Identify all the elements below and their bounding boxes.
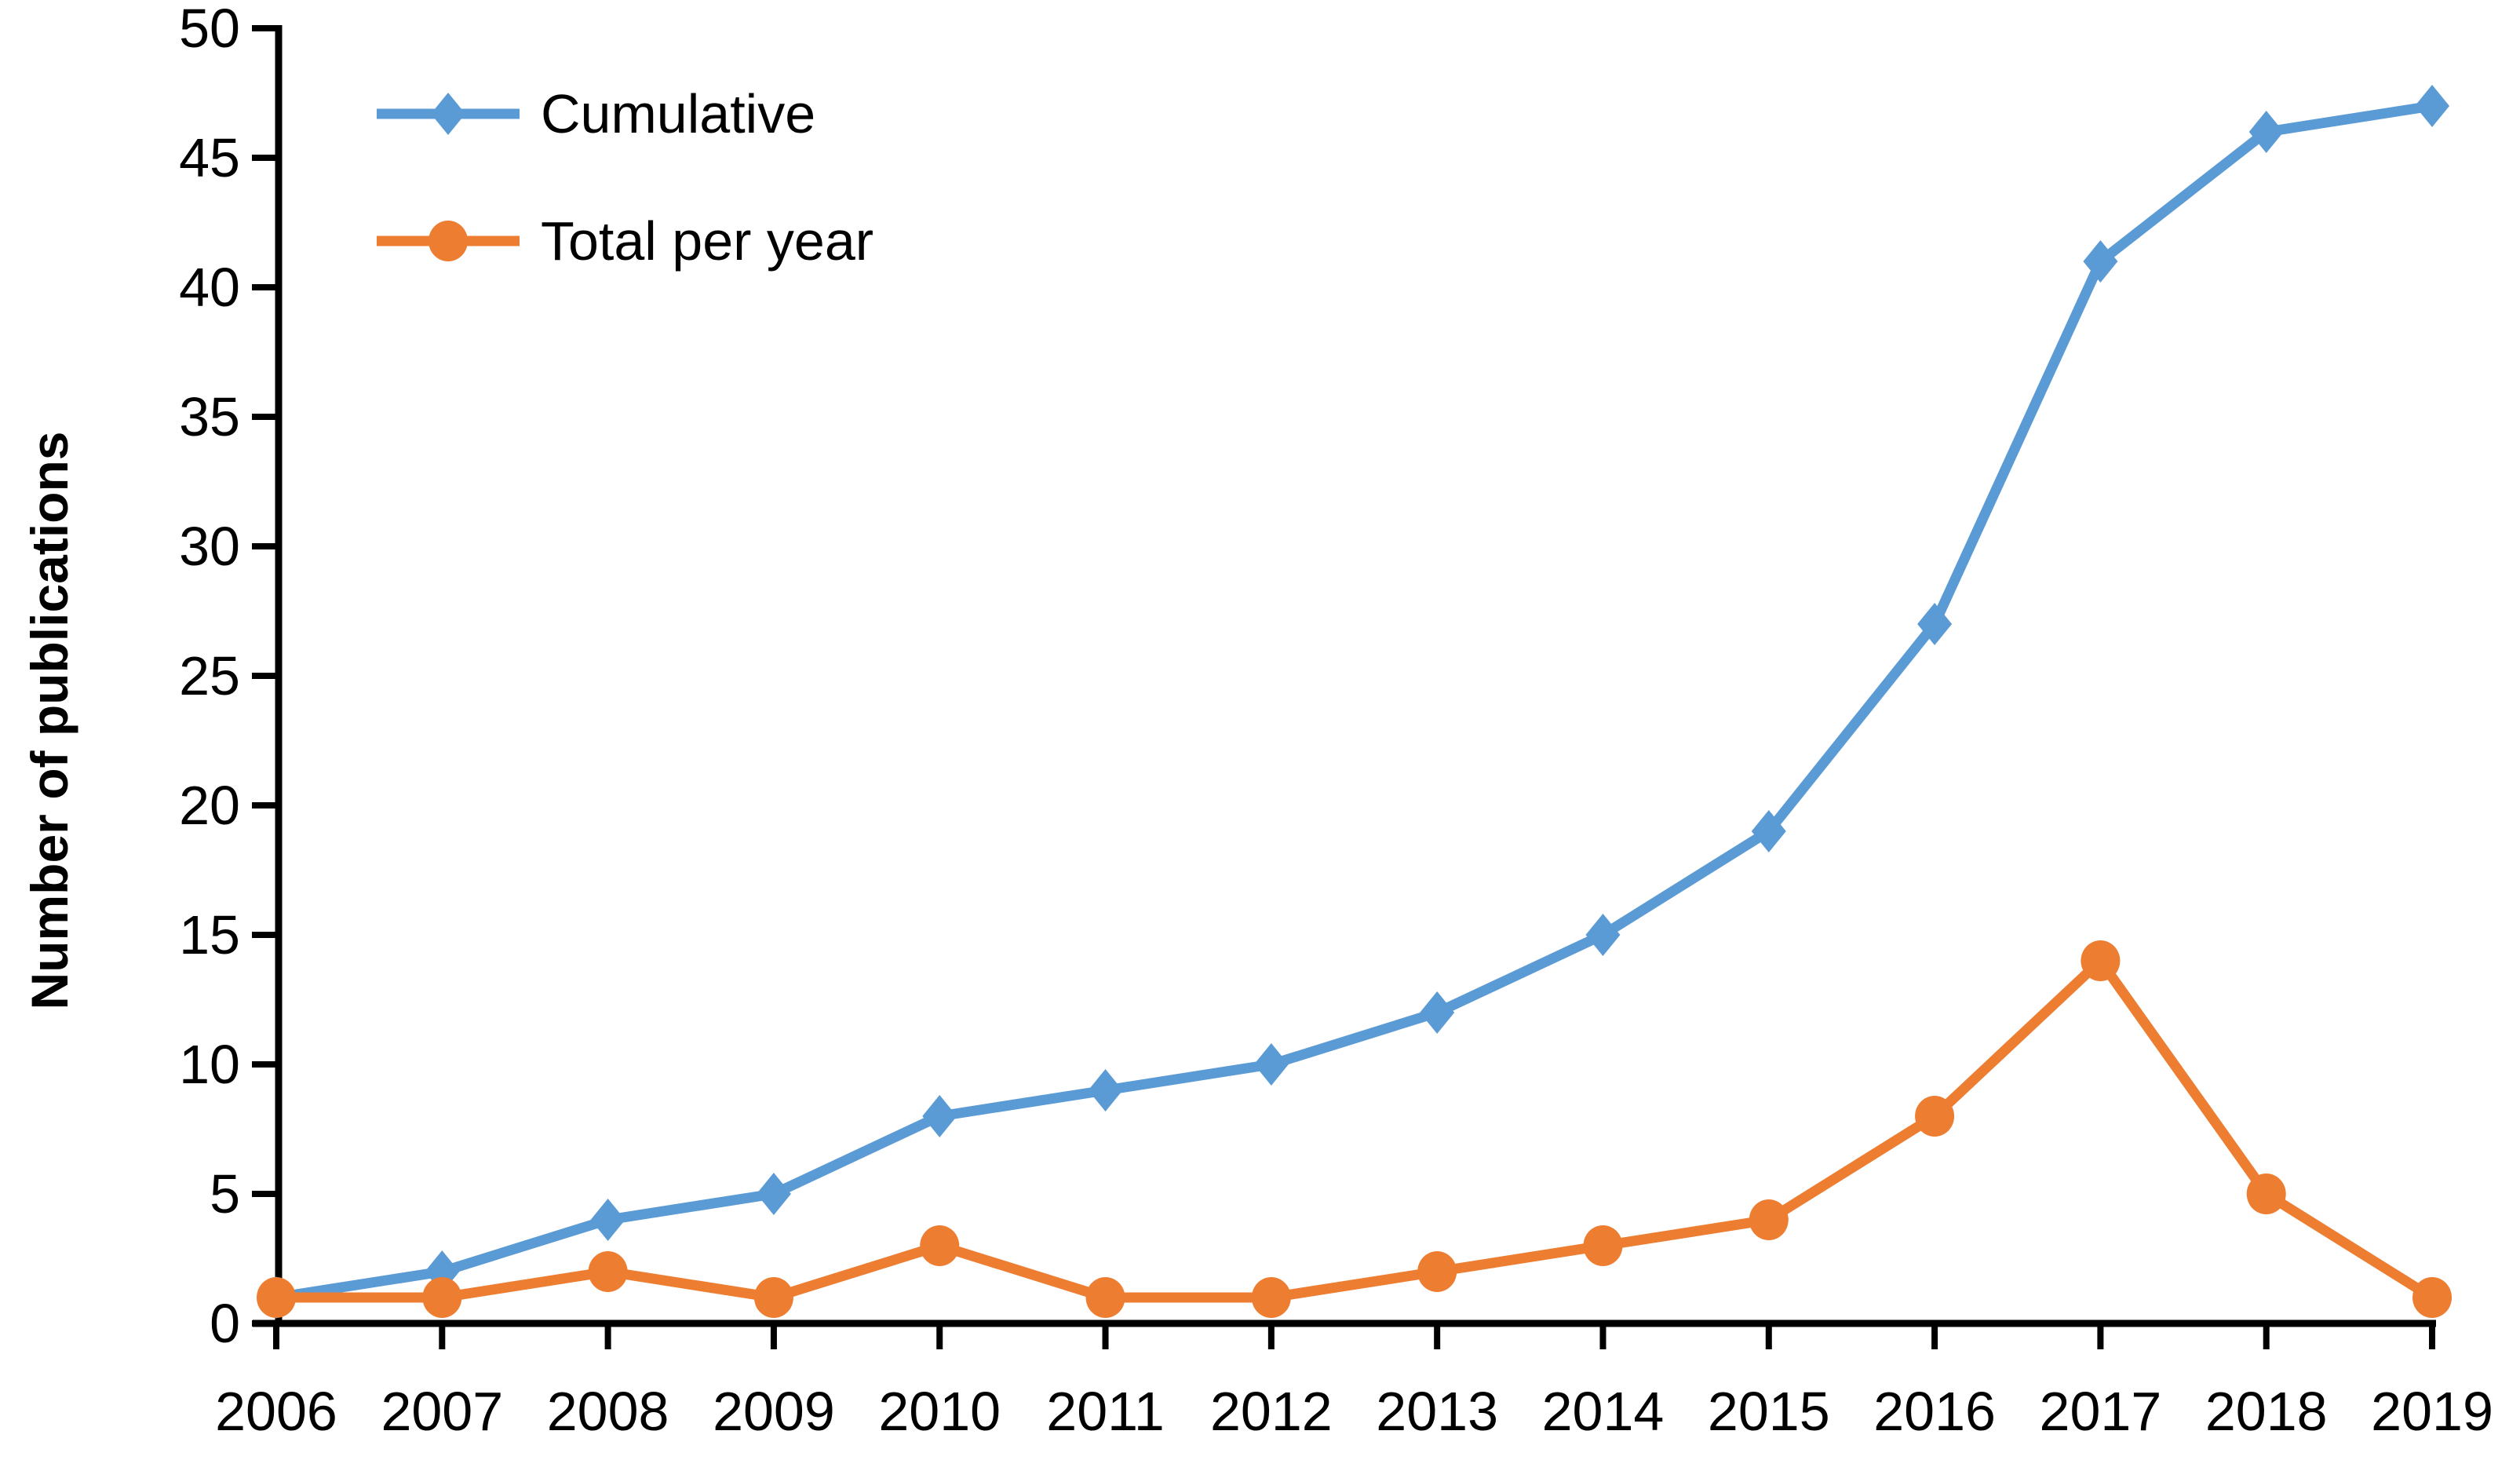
y-axis-title: Number of publications bbox=[20, 431, 78, 1010]
data-point-cumulative-2019 bbox=[2415, 85, 2450, 127]
data-point-total-per-year-2007 bbox=[422, 1277, 462, 1318]
cumulative-series-icon bbox=[377, 93, 520, 135]
x-tick-label: 2010 bbox=[878, 1381, 1001, 1442]
y-tick-label: 10 bbox=[179, 1034, 240, 1095]
data-point-total-per-year-2008 bbox=[588, 1251, 628, 1292]
x-tick-label: 2013 bbox=[1376, 1381, 1498, 1442]
legend-sample-marker bbox=[429, 221, 468, 261]
data-point-total-per-year-2011 bbox=[1085, 1277, 1125, 1318]
data-point-cumulative-2018 bbox=[2248, 111, 2284, 153]
data-point-total-per-year-2015 bbox=[1749, 1199, 1789, 1240]
y-tick-label: 0 bbox=[210, 1293, 240, 1354]
data-point-total-per-year-2014 bbox=[1583, 1225, 1623, 1266]
data-point-total-per-year-2019 bbox=[2412, 1277, 2453, 1318]
data-point-cumulative-2010 bbox=[922, 1095, 957, 1137]
y-tick-label: 50 bbox=[179, 0, 240, 59]
y-tick-label: 30 bbox=[179, 516, 240, 577]
data-point-cumulative-2008 bbox=[590, 1199, 625, 1241]
x-tick-label: 2009 bbox=[713, 1381, 835, 1442]
series-line-1 bbox=[271, 955, 2438, 1303]
data-point-total-per-year-2018 bbox=[2246, 1173, 2286, 1214]
legend-sample-marker bbox=[431, 93, 465, 135]
x-tick-label: 2014 bbox=[1542, 1381, 1665, 1442]
data-point-total-per-year-2013 bbox=[1417, 1251, 1457, 1292]
data-point-total-per-year-2017 bbox=[2081, 940, 2121, 981]
x-tick-label: 2011 bbox=[1046, 1381, 1165, 1442]
legend: Cumulative Total per year bbox=[377, 82, 873, 272]
data-point-cumulative-2012 bbox=[1253, 1043, 1289, 1086]
total-per-year-series-icon bbox=[377, 221, 520, 261]
data-point-total-per-year-2016 bbox=[1915, 1096, 1955, 1137]
data-point-cumulative-2016 bbox=[1917, 603, 1953, 645]
y-tick-label: 25 bbox=[179, 645, 240, 706]
y-tick-label: 35 bbox=[179, 386, 240, 447]
data-point-cumulative-2009 bbox=[756, 1173, 791, 1215]
series-line-0 bbox=[271, 100, 2438, 1303]
data-point-total-per-year-2012 bbox=[1251, 1277, 1291, 1318]
data-point-cumulative-2014 bbox=[1585, 914, 1621, 956]
data-point-total-per-year-2010 bbox=[920, 1225, 960, 1266]
x-tick-label: 2018 bbox=[2205, 1381, 2328, 1442]
y-tick-label: 45 bbox=[179, 127, 240, 188]
data-point-cumulative-2015 bbox=[1751, 810, 1786, 852]
legend-label-total-per-year: Total per year bbox=[541, 210, 874, 272]
data-point-cumulative-2017 bbox=[2083, 240, 2118, 283]
x-tick-label: 2016 bbox=[1873, 1381, 1996, 1442]
x-tick-label: 2019 bbox=[2371, 1381, 2493, 1442]
y-tick-label: 40 bbox=[179, 257, 240, 318]
x-tick-label: 2015 bbox=[1708, 1381, 1830, 1442]
y-tick-label: 20 bbox=[179, 775, 240, 836]
y-tick-label: 15 bbox=[179, 904, 240, 965]
x-tick-label: 2017 bbox=[2040, 1381, 2162, 1442]
y-tick-label: 5 bbox=[210, 1163, 240, 1225]
data-point-total-per-year-2006 bbox=[257, 1277, 296, 1318]
data-point-cumulative-2013 bbox=[1420, 991, 1455, 1034]
legend-item-cumulative: Cumulative bbox=[377, 82, 873, 145]
x-tick-label: 2006 bbox=[215, 1381, 337, 1442]
data-point-cumulative-2011 bbox=[1088, 1069, 1123, 1111]
legend-label-cumulative: Cumulative bbox=[541, 83, 816, 144]
x-tick-label: 2007 bbox=[381, 1381, 503, 1442]
x-tick-label: 2008 bbox=[547, 1381, 669, 1442]
data-point-total-per-year-2009 bbox=[753, 1277, 793, 1318]
legend-item-total-per-year: Total per year bbox=[377, 210, 873, 272]
x-tick-label: 2012 bbox=[1210, 1381, 1333, 1442]
